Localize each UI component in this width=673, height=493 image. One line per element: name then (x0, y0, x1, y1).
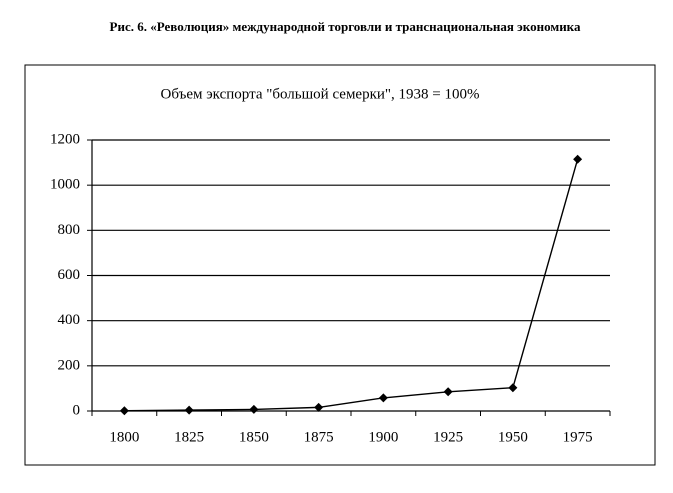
data-point (573, 154, 583, 164)
y-tick-label: 400 (58, 312, 81, 328)
y-tick-label: 1200 (50, 131, 80, 147)
x-tick-label: 1950 (498, 429, 528, 445)
x-tick-label: 1925 (433, 429, 463, 445)
y-tick-label: 0 (73, 402, 81, 418)
y-tick-label: 1000 (50, 177, 80, 193)
x-tick-label: 1825 (174, 429, 204, 445)
y-tick-label: 600 (58, 267, 81, 283)
x-tick-label: 1850 (239, 429, 269, 445)
data-point (378, 393, 388, 403)
chart-title: Объем экспорта "большой семерки", 1938 =… (161, 86, 480, 102)
data-line (124, 159, 579, 412)
y-tick-label: 800 (58, 222, 81, 238)
chart-frame (24, 64, 656, 466)
data-point (314, 402, 324, 412)
data-point (184, 405, 194, 415)
data-point (443, 387, 453, 397)
x-tick-label: 1900 (368, 429, 398, 445)
figure-caption: Рис. 6. «Революция» международной торгов… (110, 19, 581, 34)
data-point (508, 383, 518, 393)
x-tick-label: 1875 (304, 429, 334, 445)
y-tick-label: 200 (58, 357, 81, 373)
data-point (119, 406, 129, 416)
x-tick-label: 1975 (563, 429, 593, 445)
data-point (249, 404, 259, 414)
x-tick-label: 1800 (109, 429, 139, 445)
